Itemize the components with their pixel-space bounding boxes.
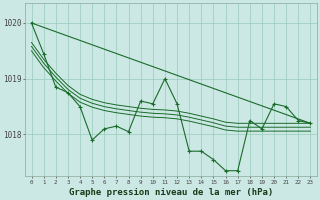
X-axis label: Graphe pression niveau de la mer (hPa): Graphe pression niveau de la mer (hPa) <box>69 188 273 197</box>
